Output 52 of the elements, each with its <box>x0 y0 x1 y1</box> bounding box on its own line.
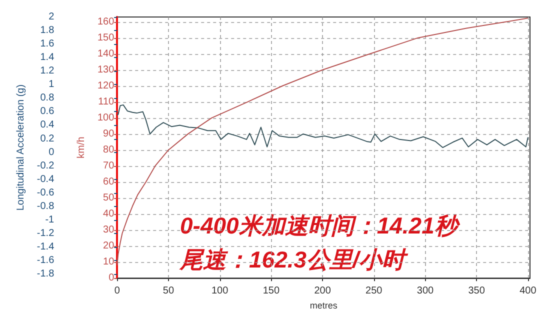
y-tick-label: 0.8 <box>40 92 55 104</box>
x-tick-label: 50 <box>162 286 174 297</box>
y2-tick-label: 140 <box>97 48 115 60</box>
y2-tick-label: 150 <box>97 32 115 44</box>
line-series <box>116 104 528 148</box>
y-tick-label: -1.2 <box>36 228 55 239</box>
y-tick-label: 2 <box>48 12 55 22</box>
y-tick-label: -0.2 <box>36 160 55 172</box>
y-tick-label: 0.6 <box>40 106 55 118</box>
x-tick-label: 250 <box>366 286 383 297</box>
y2-tick-label: 50 <box>103 192 115 204</box>
y-tick-label: 0.4 <box>40 120 55 131</box>
y2-tick-label: 20 <box>103 240 115 252</box>
annotation: 0-400米加速时间：14.21秒 <box>180 212 460 238</box>
y2-tick-label: 10 <box>103 256 115 268</box>
x-tick-label: 100 <box>211 286 229 297</box>
y-tick-label: 1.8 <box>40 25 55 36</box>
y-tick-label: -0.6 <box>36 187 55 198</box>
y2-tick-label: 30 <box>103 224 115 236</box>
y-tick-label: -0.4 <box>36 174 55 185</box>
x-tick-label: 200 <box>314 286 332 297</box>
y2-axis-title: km/h <box>76 136 88 158</box>
y2-tick-label: 70 <box>103 160 115 172</box>
y2-tick-label: 60 <box>103 176 115 188</box>
y-tick-label: -1.8 <box>36 268 55 280</box>
y-axis-title: Longitudinal Acceleration (g) <box>16 84 26 211</box>
y-tick-label: 0 <box>48 146 55 158</box>
y2-tick-label: 40 <box>103 208 115 220</box>
x-axis-title: metres <box>310 300 338 310</box>
y-tick-label: -1.6 <box>36 255 55 266</box>
y-tick-label: 1.2 <box>40 66 55 77</box>
y-tick-label: 1.4 <box>40 52 55 64</box>
y-tick-label: 1 <box>48 79 55 90</box>
y-tick-label: 1.6 <box>40 38 55 50</box>
x-tick-label: 300 <box>416 286 434 297</box>
y2-tick-label: 120 <box>97 80 115 92</box>
y-tick-label: -1.4 <box>36 241 55 252</box>
y-tick-label: -0.8 <box>36 200 55 212</box>
y-tick-label: -1 <box>45 214 55 226</box>
y2-tick-label: 110 <box>98 96 115 108</box>
y2-tick-label: 90 <box>103 128 115 140</box>
y2-tick-label: 80 <box>103 144 115 156</box>
y-tick-label: 0.2 <box>40 133 55 144</box>
x-tick-label: 150 <box>262 286 280 297</box>
y2-tick-label: 0 <box>108 272 115 284</box>
x-tick-label: 400 <box>520 286 537 297</box>
annotation: 尾速：162.3公里/小时 <box>178 246 409 272</box>
y2-tick-label: 100 <box>97 112 115 124</box>
x-tick-label: 350 <box>468 286 486 297</box>
y2-tick-label: 130 <box>97 64 115 76</box>
y2-tick-label: 160 <box>97 16 115 28</box>
x-tick-label: 0 <box>114 286 120 297</box>
